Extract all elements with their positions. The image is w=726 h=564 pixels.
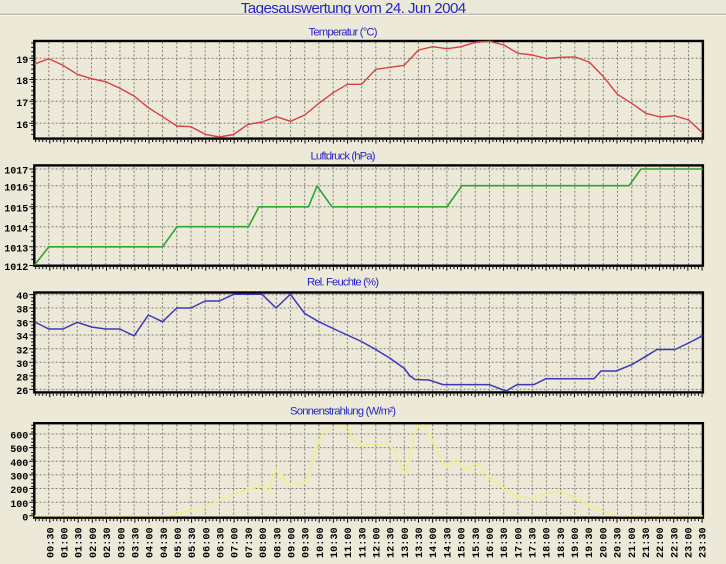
svg-text:04:30: 04:30 [160,527,171,558]
svg-text:30: 30 [16,360,28,371]
svg-text:Luftdruck (hPa): Luftdruck (hPa) [311,151,376,163]
svg-text:06:30: 06:30 [217,527,228,558]
svg-text:Rel. Feuchte (%): Rel. Feuchte (%) [307,276,379,288]
svg-text:05:00: 05:00 [174,527,185,558]
svg-text:1013: 1013 [4,244,28,255]
svg-text:1016: 1016 [4,183,28,194]
svg-text:1015: 1015 [4,204,28,215]
svg-text:16:30: 16:30 [500,527,511,558]
svg-text:09:30: 09:30 [302,527,313,558]
svg-text:07:00: 07:00 [231,527,242,558]
svg-text:00:30: 00:30 [46,527,57,558]
svg-text:10:30: 10:30 [330,527,341,558]
svg-text:15:30: 15:30 [472,527,483,558]
svg-text:1012: 1012 [4,263,28,274]
svg-text:17:00: 17:00 [514,527,525,558]
svg-text:06:00: 06:00 [202,527,213,558]
svg-text:13:30: 13:30 [415,527,426,558]
svg-text:40: 40 [16,292,28,303]
svg-text:15:00: 15:00 [458,527,469,558]
svg-text:38: 38 [16,306,28,317]
svg-text:26: 26 [16,387,28,398]
svg-text:22:30: 22:30 [670,527,681,558]
svg-text:05:30: 05:30 [188,527,199,558]
svg-text:21:30: 21:30 [642,527,653,558]
svg-text:12:30: 12:30 [387,527,398,558]
svg-text:400: 400 [10,459,28,470]
svg-text:1014: 1014 [4,224,28,235]
svg-text:07:30: 07:30 [245,527,256,558]
svg-text:36: 36 [16,319,28,330]
svg-text:18: 18 [16,77,28,88]
svg-text:19: 19 [16,56,28,67]
svg-text:0: 0 [22,513,28,524]
svg-text:500: 500 [10,445,28,456]
svg-text:02:30: 02:30 [103,527,114,558]
svg-text:13:00: 13:00 [401,527,412,558]
svg-text:01:00: 01:00 [61,527,72,558]
svg-text:04:00: 04:00 [146,527,157,558]
svg-text:08:30: 08:30 [273,527,284,558]
svg-text:Tagesauswertung vom 24. Jun 20: Tagesauswertung vom 24. Jun 2004 [241,0,467,17]
svg-text:10:00: 10:00 [316,527,327,558]
svg-text:21:00: 21:00 [628,527,639,558]
svg-text:16: 16 [16,121,28,132]
svg-text:20:00: 20:00 [599,527,610,558]
svg-text:23:30: 23:30 [699,527,710,558]
svg-text:28: 28 [16,374,28,385]
svg-text:11:30: 11:30 [358,527,369,558]
svg-text:18:00: 18:00 [543,527,554,558]
svg-text:08:00: 08:00 [259,527,270,558]
svg-text:1017: 1017 [4,167,28,178]
svg-text:34: 34 [16,333,28,344]
svg-text:18:30: 18:30 [557,527,568,558]
svg-text:19:30: 19:30 [585,527,596,558]
svg-text:12:00: 12:00 [373,527,384,558]
svg-text:32: 32 [16,346,28,357]
svg-text:300: 300 [10,473,28,484]
svg-text:22:00: 22:00 [656,527,667,558]
svg-text:16:00: 16:00 [486,527,497,558]
svg-text:11:00: 11:00 [344,527,355,558]
svg-text:01:30: 01:30 [75,527,86,558]
svg-text:Temperatur (°C): Temperatur (°C) [309,26,378,38]
svg-text:03:30: 03:30 [131,527,142,558]
svg-text:02:00: 02:00 [89,527,100,558]
svg-text:200: 200 [10,486,28,497]
svg-text:09:00: 09:00 [287,527,298,558]
svg-text:20:30: 20:30 [614,527,625,558]
svg-text:19:00: 19:00 [571,527,582,558]
svg-text:600: 600 [10,432,28,443]
svg-text:23:00: 23:00 [684,527,695,558]
svg-text:14:00: 14:00 [429,527,440,558]
svg-text:Sonnenstrahlung (W/m²): Sonnenstrahlung (W/m²) [290,406,396,418]
svg-text:17: 17 [16,99,28,110]
svg-text:17:30: 17:30 [529,527,540,558]
svg-text:14:30: 14:30 [443,527,454,558]
svg-text:03:00: 03:00 [117,527,128,558]
svg-text:100: 100 [10,500,28,511]
